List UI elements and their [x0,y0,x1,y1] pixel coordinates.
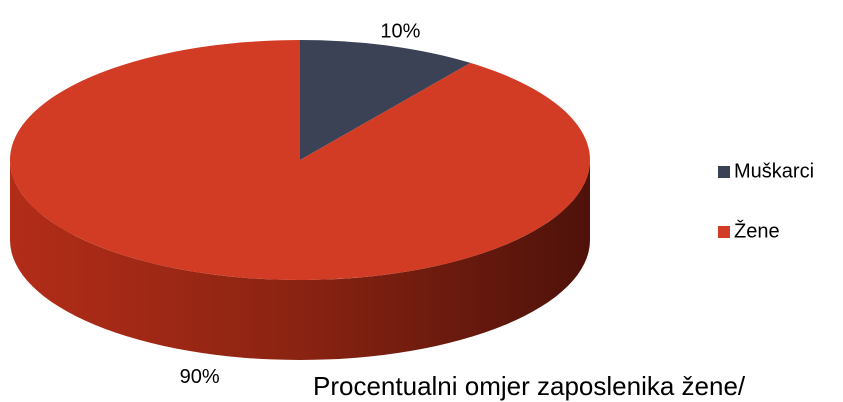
pie-slice [300,40,471,160]
chart-title: Procentualni omjer zaposlenika žene/ [313,371,746,401]
legend-label: Žene [734,219,780,242]
legend-swatch [718,226,730,238]
legend-label: Muškarci [734,160,814,182]
legend-swatch [718,166,730,178]
data-label: 10% [380,20,420,42]
pie-side [10,160,590,360]
pie-slice [10,40,591,280]
data-label: 90% [180,366,220,388]
